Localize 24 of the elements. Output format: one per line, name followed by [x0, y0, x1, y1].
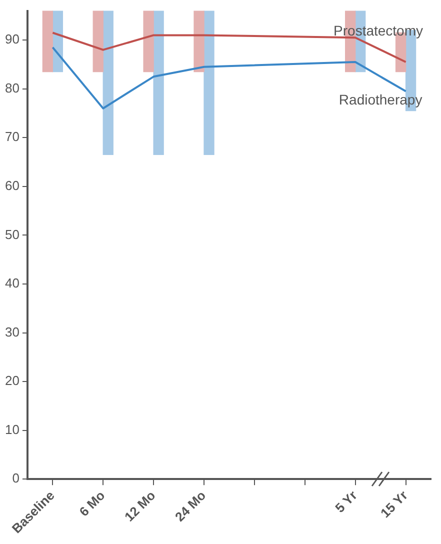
x-tick-label: 6 Mo	[76, 488, 108, 520]
y-tick-label: 90	[4, 32, 20, 47]
y-tick-label: 80	[4, 80, 20, 96]
y-tick-label: 20	[4, 373, 20, 388]
x-tick-label: 15 Yr	[377, 488, 410, 521]
series-label: Prostatectomy	[334, 22, 424, 39]
y-tick-label: 40	[4, 276, 20, 291]
bar	[42, 10, 54, 72]
y-tick-label: 60	[4, 178, 20, 194]
y-tick-label: 10	[4, 422, 20, 437]
bar	[92, 10, 104, 72]
bar	[194, 10, 204, 72]
y-tick-label: 30	[4, 324, 20, 340]
series-label: Radiotherapy	[338, 92, 422, 108]
y-tick-label: 0	[12, 470, 20, 486]
bar	[204, 10, 214, 156]
y-tick-label: 50	[4, 226, 20, 242]
y-tick-label: 70	[4, 129, 20, 144]
bar	[143, 10, 154, 72]
x-tick-label: 5 Yr	[332, 488, 360, 516]
bar	[153, 10, 164, 156]
x-tick-label: 24 Mo	[172, 488, 209, 524]
bar	[102, 10, 114, 156]
x-tick-label: 12 Mo	[122, 488, 158, 524]
